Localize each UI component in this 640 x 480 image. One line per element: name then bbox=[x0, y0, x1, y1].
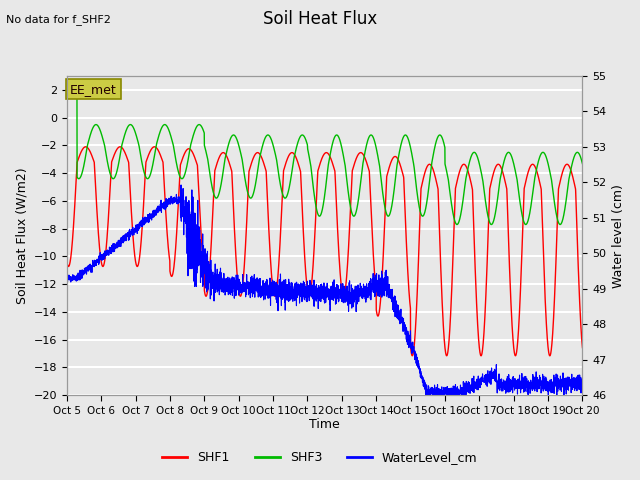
Text: Soil Heat Flux: Soil Heat Flux bbox=[263, 10, 377, 28]
Text: No data for f_SHF2: No data for f_SHF2 bbox=[6, 14, 111, 25]
Legend: SHF1, SHF3, WaterLevel_cm: SHF1, SHF3, WaterLevel_cm bbox=[157, 446, 483, 469]
Text: EE_met: EE_met bbox=[70, 83, 117, 96]
X-axis label: Time: Time bbox=[309, 419, 340, 432]
Y-axis label: Water level (cm): Water level (cm) bbox=[612, 184, 625, 288]
Y-axis label: Soil Heat Flux (W/m2): Soil Heat Flux (W/m2) bbox=[15, 168, 28, 304]
